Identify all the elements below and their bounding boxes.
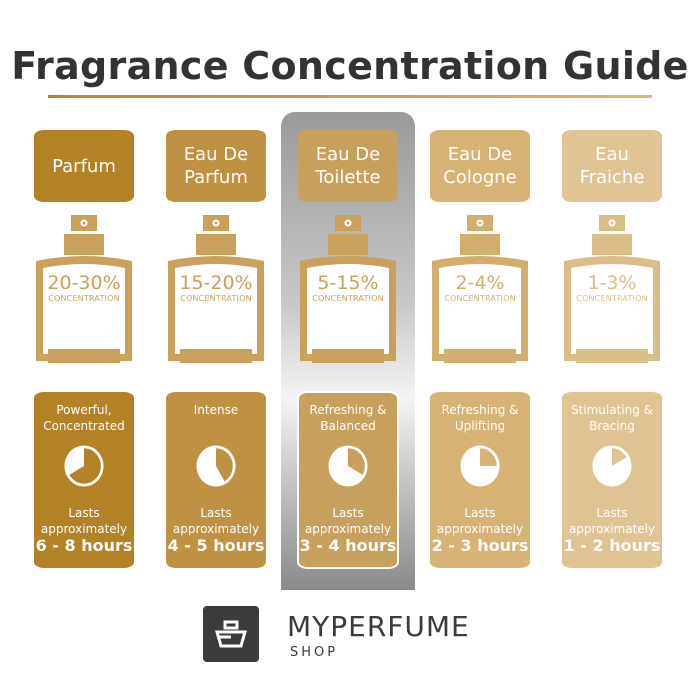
fill-level	[444, 349, 516, 363]
lasts-label: Lasts	[332, 506, 364, 520]
type-label: Eau De Toilette	[298, 130, 398, 202]
bottle-icon	[564, 215, 660, 363]
pie-slice	[68, 446, 103, 486]
clock-pie-icon	[328, 445, 368, 487]
longevity-card: Refreshing & Uplifting Lasts approximatel…	[430, 392, 530, 568]
clock-pie-icon	[196, 445, 236, 487]
longevity-card: Powerful, Concentrated Lasts approximatel…	[34, 392, 134, 568]
duration-value: 4 - 5 hours	[167, 536, 265, 555]
duration-value: 3 - 4 hours	[299, 536, 397, 555]
duration-value: 1 - 2 hours	[563, 536, 661, 555]
type-label: Eau Fraiche	[562, 130, 662, 202]
lasts-label: Lasts	[596, 506, 628, 520]
lasts-label: Lasts	[200, 506, 232, 520]
concentration-label: CONCENTRATION	[312, 294, 384, 303]
concentration-label: CONCENTRATION	[576, 294, 648, 303]
approx-label: approximately	[172, 522, 260, 536]
type-label: Parfum	[34, 130, 134, 202]
lasts-label: Lasts	[464, 506, 496, 520]
column-2: Eau De Toilette 5-15% CONCENTRATION Refr…	[293, 0, 403, 700]
lasts-label: Lasts	[68, 506, 100, 520]
fill-level	[180, 349, 252, 363]
brand-subtitle: SHOP	[290, 645, 339, 660]
duration-value: 2 - 3 hours	[431, 536, 529, 555]
approx-label: approximately	[436, 522, 524, 536]
duration-value: 6 - 8 hours	[35, 536, 133, 555]
page-title: Fragrance Concentration Guide	[11, 44, 689, 88]
concentration-value: 15-20%	[179, 272, 253, 294]
bottle-icon	[432, 215, 528, 363]
clock-pie-icon	[460, 445, 500, 487]
character-text: Refreshing & Balanced	[309, 403, 387, 433]
approx-label: approximately	[304, 522, 392, 536]
column-1: Eau De Parfum 15-20% CONCENTRATION Inten…	[161, 0, 271, 700]
concentration-label: CONCENTRATION	[180, 294, 252, 303]
brand-name: MYPERFUME	[287, 610, 470, 643]
bottle-icon	[168, 215, 264, 363]
fill-level	[48, 349, 120, 363]
longevity-card: Stimulating & Bracing Lasts approximately…	[562, 392, 662, 568]
concentration-value: 2-4%	[455, 272, 505, 294]
pie-slice	[480, 446, 499, 466]
pie-slice	[216, 446, 235, 483]
character-text: Refreshing & Uplifting	[441, 403, 519, 433]
title-underline	[48, 95, 652, 98]
clock-pie-icon	[592, 445, 632, 487]
type-label: Eau De Cologne	[430, 130, 530, 202]
longevity-card: Intense Lasts approximately 4 - 5 hours	[166, 392, 266, 568]
column-3: Eau De Cologne 2-4% CONCENTRATION Refres…	[425, 0, 535, 700]
brand-logo-icon	[203, 606, 259, 662]
character-text: Powerful, Concentrated	[43, 403, 125, 433]
bottle-icon	[300, 215, 396, 363]
concentration-label: CONCENTRATION	[444, 294, 516, 303]
column-0: Parfum 20-30% CONCENTRATION Powerful, Co…	[29, 0, 139, 700]
concentration-value: 20-30%	[47, 272, 121, 294]
fill-level	[576, 349, 648, 363]
character-text: Intense	[193, 403, 239, 417]
type-label: Eau De Parfum	[166, 130, 266, 202]
concentration-value: 5-15%	[317, 272, 379, 294]
concentration-value: 1-3%	[587, 272, 637, 294]
concentration-label: CONCENTRATION	[48, 294, 120, 303]
approx-label: approximately	[40, 522, 128, 536]
clock-pie-icon	[64, 445, 104, 487]
column-4: Eau Fraiche 1-3% CONCENTRATION Stimulati…	[557, 0, 667, 700]
character-text: Stimulating & Bracing	[570, 403, 654, 433]
approx-label: approximately	[568, 522, 656, 536]
longevity-card: Refreshing & Balanced Lasts approximately…	[297, 391, 399, 569]
bottle-icon	[36, 215, 132, 363]
fill-level	[312, 349, 384, 363]
